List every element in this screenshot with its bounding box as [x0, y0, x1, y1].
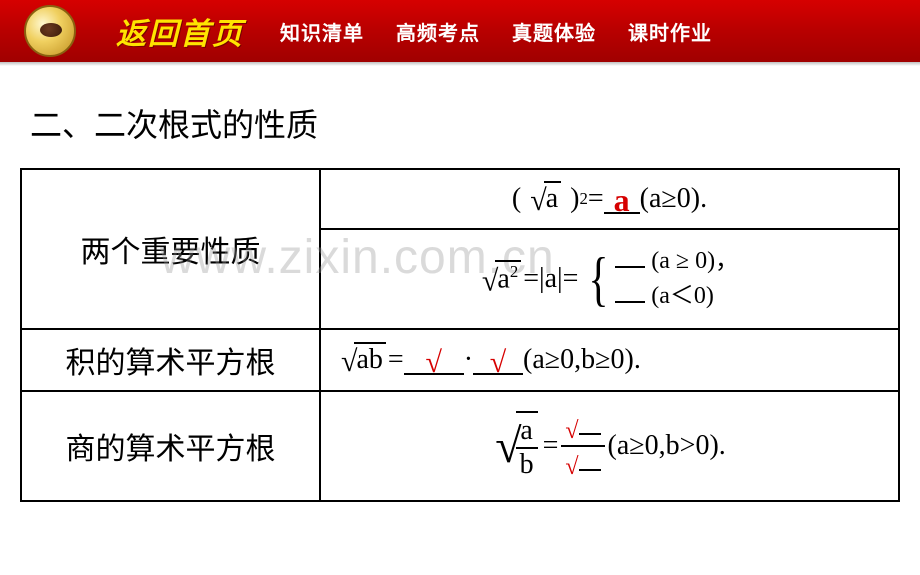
exponent: 2 — [579, 189, 587, 209]
nav-link-knowledge[interactable]: 知识清单 — [280, 17, 364, 46]
radicand-base: a — [497, 263, 509, 294]
sqrt-frac: √ a b — [495, 411, 540, 481]
answer-blank — [615, 244, 645, 268]
case-2: (a＜0) — [615, 279, 739, 314]
nav-link-homework[interactable]: 课时作业 — [628, 17, 712, 46]
row-label-quotient: 商的算术平方根 — [21, 391, 320, 501]
nav-links: 知识清单 高频考点 真题体验 课时作业 — [280, 17, 712, 46]
sqrt-a: √a — [530, 181, 561, 218]
condition: (a≥0,b>0). — [608, 430, 726, 462]
nav-link-exam[interactable]: 高频考点 — [396, 17, 480, 46]
formula-cell-abs: √a2 = |a| = { (a ≥ 0)， (a＜0) — [320, 229, 899, 329]
radical-answer-icon: √ — [565, 418, 578, 444]
sqrt-a2: √a2 — [482, 260, 521, 298]
navbar: 返回首页 知识清单 高频考点 真题体验 课时作业 — [0, 0, 920, 62]
answer-blank: √ — [561, 411, 604, 445]
row-label-important: 两个重要性质 — [21, 169, 320, 329]
condition: (a≥0,b≥0). — [523, 344, 641, 376]
case-1: (a ≥ 0)， — [615, 244, 739, 279]
radical-answer-icon: √ — [565, 454, 578, 480]
case-1-cond: (a ≥ 0)， — [651, 248, 739, 274]
radicand: a2 — [495, 260, 521, 295]
navbar-shadow — [0, 62, 920, 66]
fraction-num: a — [516, 415, 536, 447]
nav-link-practice[interactable]: 真题体验 — [512, 17, 596, 46]
formula-cell-product: √ab = √ · √ (a≥0,b≥0). — [320, 329, 899, 391]
radicand-exp: 2 — [510, 262, 518, 281]
answer-a: a — [614, 182, 630, 218]
radical-answer-icon: √ — [425, 346, 441, 379]
table-row: 积的算术平方根 √ab = √ · √ (a≥0,b≥0). — [21, 329, 899, 391]
section-title: 二、二次根式的性质 — [30, 100, 920, 146]
properties-table: 两个重要性质 ( √a )2 = a (a≥0). √a2 = |a| — [20, 168, 900, 502]
logo-icon — [24, 5, 76, 57]
brace-icon: { — [589, 249, 609, 309]
close-paren: ) — [563, 183, 579, 215]
abs-a: |a| — [539, 263, 563, 295]
case-2-cond: (a＜0) — [651, 283, 714, 309]
condition: (a≥0). — [640, 183, 707, 215]
table-row: 商的算术平方根 √ a b = √ √ (a≥0,b>0). — [21, 391, 899, 501]
answer-blank: √ — [404, 345, 464, 376]
radicand: ab — [354, 342, 385, 376]
fraction-den: b — [516, 447, 538, 481]
radicand: a — [544, 181, 561, 215]
equals: = — [388, 344, 404, 376]
open-paren: ( — [512, 183, 528, 215]
answer-blank: √ — [473, 345, 523, 376]
answer-blank — [615, 279, 645, 303]
dot: · — [464, 344, 473, 376]
nav-home-link[interactable]: 返回首页 — [116, 9, 244, 53]
answer-fraction: √ √ — [561, 411, 604, 481]
table-row: 两个重要性质 ( √a )2 = a (a≥0). — [21, 169, 899, 229]
row-label-product: 积的算术平方根 — [21, 329, 320, 391]
radicand-fraction: a b — [516, 411, 538, 481]
radical-answer-icon: √ — [490, 346, 506, 379]
equals: = — [563, 263, 579, 295]
sqrt-ab: √ab — [341, 342, 386, 379]
answer-blank: a — [604, 184, 640, 215]
equals: = — [588, 183, 604, 215]
equals: = — [523, 263, 539, 295]
equals: = — [543, 430, 559, 462]
answer-blank: √ — [561, 445, 604, 481]
formula-cell-quotient: √ a b = √ √ (a≥0,b>0). — [320, 391, 899, 501]
formula-cell-square: ( √a )2 = a (a≥0). — [320, 169, 899, 229]
piecewise: { (a ≥ 0)， (a＜0) — [578, 244, 739, 313]
